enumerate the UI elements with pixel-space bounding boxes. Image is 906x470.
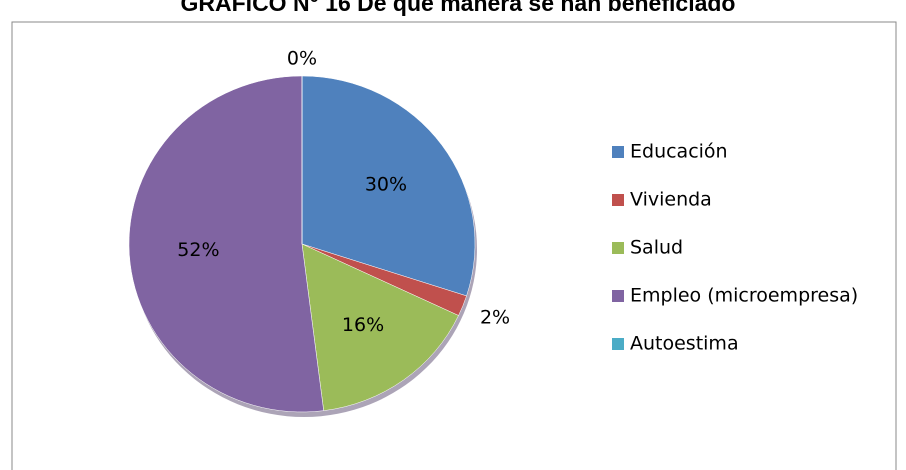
legend-swatch <box>612 338 624 350</box>
legend-swatch <box>612 290 624 302</box>
legend-label: Empleo (microempresa) <box>630 285 858 307</box>
legend-swatch <box>612 194 624 206</box>
title-band <box>0 0 906 18</box>
data-label: 52% <box>177 239 219 261</box>
legend-label: Vivienda <box>630 189 712 211</box>
pie-slice <box>301 243 459 411</box>
legend-label: Autoestima <box>630 333 739 355</box>
legend-label: Educación <box>630 141 728 163</box>
legend-swatch <box>612 146 624 158</box>
data-label: 30% <box>365 173 407 195</box>
legend-label: Salud <box>630 237 683 259</box>
data-label: 0% <box>287 48 317 70</box>
legend-swatch <box>612 242 624 254</box>
data-label: 16% <box>342 314 384 336</box>
pie-slice <box>301 75 476 297</box>
data-label: 2% <box>480 307 510 329</box>
chart-title: GRAFICO N° 16 De que manera se han benef… <box>181 0 736 16</box>
pie-slice <box>128 75 324 413</box>
